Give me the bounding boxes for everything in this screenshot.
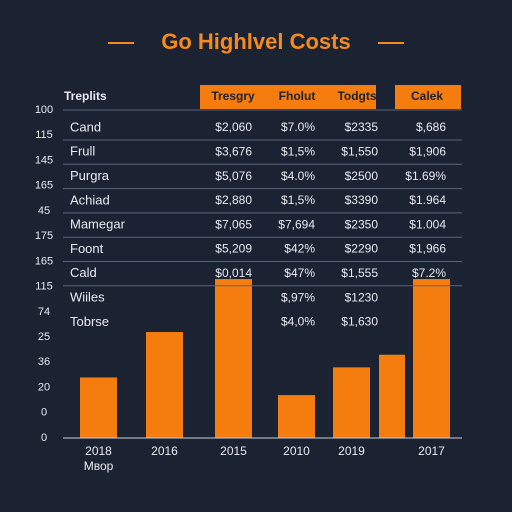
x-tick-label: 2019 — [338, 444, 365, 458]
row-label: Achiad — [70, 192, 110, 207]
table-cell: $4,0% — [281, 315, 315, 329]
x-tick-label: 2016 — [151, 444, 178, 458]
y-tick-label: 45 — [38, 205, 50, 217]
table-cell: $5,209 — [215, 242, 252, 256]
table-cell: $2290 — [345, 242, 379, 256]
table-cell: $2,060 — [215, 120, 252, 134]
table-cell: $7,065 — [215, 217, 252, 231]
bar — [146, 332, 183, 438]
bar — [215, 279, 252, 438]
y-tick-label: 115 — [35, 129, 53, 141]
row-label: Purgra — [70, 168, 110, 183]
y-tick-label: 165 — [35, 255, 53, 267]
table-cell: $1,5% — [281, 193, 315, 207]
table-cell: $1,5% — [281, 144, 315, 158]
bar — [379, 354, 405, 438]
table-cell: $1230 — [345, 290, 379, 304]
table-cell: $5,076 — [215, 169, 252, 183]
table-cell: $2350 — [345, 217, 379, 231]
column-header: Fholut — [279, 89, 316, 103]
row-label: Cald — [70, 265, 97, 280]
y-tick-label: 74 — [38, 306, 50, 318]
table-cell: $,686 — [416, 120, 446, 134]
y-tick-label: 36 — [38, 356, 50, 368]
row-label: Foont — [70, 241, 104, 256]
table-cell: $7.2% — [412, 266, 446, 280]
table-cell: $1.964 — [409, 193, 446, 207]
bar — [278, 395, 315, 438]
table-cell: $3390 — [345, 193, 379, 207]
row-label: Mamegar — [70, 217, 126, 232]
y-tick-label: 0 — [41, 407, 47, 419]
table-cell: $2,880 — [215, 193, 252, 207]
table-cell: $42% — [284, 242, 315, 256]
table-cell: $1.004 — [409, 217, 446, 231]
header-band — [200, 85, 376, 109]
table-cell: $7,694 — [278, 217, 315, 231]
table-cell: $4.0% — [281, 169, 315, 183]
row-label: Frull — [70, 144, 95, 159]
table-cell: $1,966 — [409, 242, 446, 256]
table-cell: $47% — [284, 266, 315, 280]
y-tick-label: 175 — [35, 230, 53, 242]
x-tick-label: 2018 — [85, 444, 112, 458]
table-header-label: Treplits — [64, 89, 107, 103]
y-tick-label: 165 — [35, 180, 53, 192]
x-tick-label: 2015 — [220, 444, 247, 458]
table-cell: $2500 — [345, 169, 379, 183]
table-cell: $1,550 — [341, 144, 378, 158]
table-cell: $1,630 — [341, 315, 378, 329]
bar — [80, 377, 117, 438]
bar — [413, 279, 450, 438]
row-label: Wiiles — [70, 290, 105, 305]
column-header: Todgts — [337, 89, 376, 103]
table-cell: $3,676 — [215, 144, 252, 158]
x-sublabel: Mвор — [84, 459, 114, 473]
bar — [333, 367, 370, 438]
y-tick-label: 0 — [41, 432, 47, 444]
column-header: Tresgry — [211, 89, 255, 103]
table-cell: $1,555 — [341, 266, 378, 280]
table-cell: $,97% — [281, 290, 315, 304]
x-tick-label: 2017 — [418, 444, 445, 458]
row-label: Tobrse — [70, 314, 109, 329]
table-cell: $1,906 — [409, 144, 446, 158]
y-tick-label: 100 — [35, 104, 53, 116]
chart-title: Go Highlvel Costs — [161, 29, 350, 54]
y-tick-label: 145 — [35, 154, 53, 166]
column-header: Calek — [411, 89, 443, 103]
table-cell: $1.69% — [405, 169, 446, 183]
table-cell: $0,014 — [215, 266, 252, 280]
table-cell: $7.0% — [281, 120, 315, 134]
y-tick-label: 25 — [38, 331, 50, 343]
y-tick-label: 115 — [35, 281, 53, 293]
header-band — [395, 85, 461, 109]
x-tick-label: 2010 — [283, 444, 310, 458]
table-cell: $2335 — [345, 120, 379, 134]
row-label: Cand — [70, 119, 101, 134]
y-tick-label: 20 — [38, 381, 50, 393]
